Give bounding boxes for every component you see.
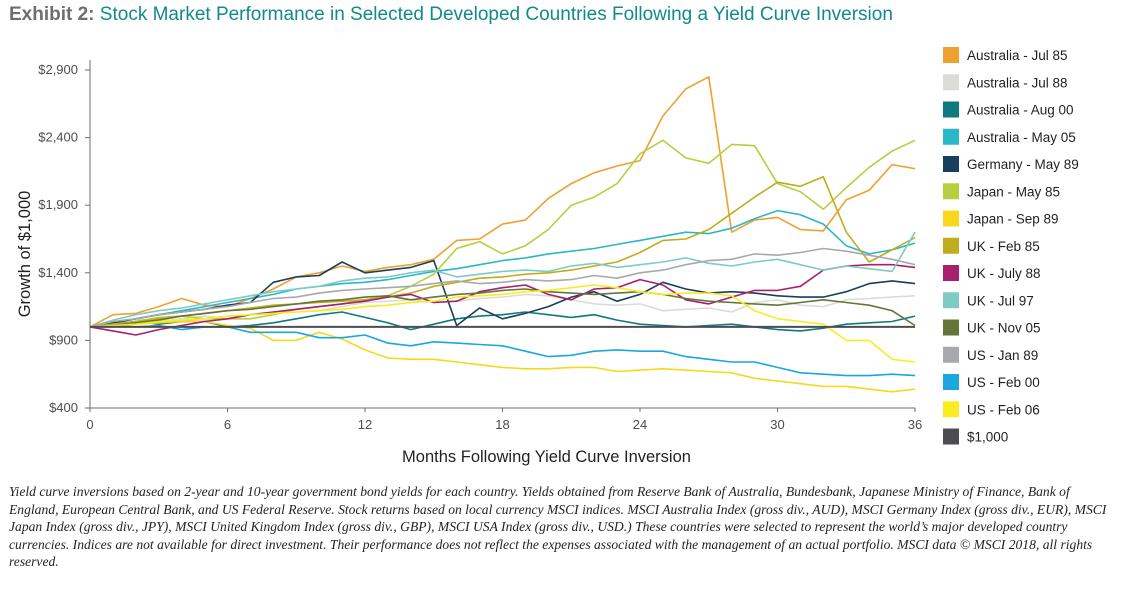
series-line-4 — [89, 259, 916, 328]
chart-title: Exhibit 2: Stock Market Performance in S… — [9, 4, 893, 26]
x-axis-title: Months Following Yield Curve Inversion — [402, 448, 691, 466]
series-line-5 — [89, 139, 916, 328]
x-tick-label: 36 — [908, 417, 922, 432]
axes: $400 $900 $1,400 $1,900 $2,400 $2,900 0 6 12 18 24… — [16, 60, 922, 466]
title-text: Stock Market Performance in Selected Dev… — [99, 4, 893, 25]
x-tick-label: 18 — [495, 417, 509, 432]
legend-label: UK - Nov 05 — [967, 321, 1041, 336]
line-chart: $400 $900 $1,400 $1,900 $2,400 $2,900 0 6 12 18 24… — [16, 47, 1079, 466]
series-line-2 — [89, 311, 916, 332]
legend-swatch — [943, 346, 959, 363]
footnote: Yield curve inversions based on 2-year a… — [9, 484, 1107, 569]
legend-swatch — [943, 401, 959, 418]
x-tick-label: 12 — [358, 417, 372, 432]
series-line-1 — [89, 293, 916, 328]
legend-label: Australia - May 05 — [967, 130, 1076, 145]
series-line-0 — [89, 76, 916, 328]
y-tick-label: $1,900 — [38, 197, 78, 212]
y-tick-label: $1,400 — [38, 265, 78, 280]
legend-swatch — [943, 47, 959, 63]
legend-swatch — [943, 156, 959, 172]
x-tick-label: 6 — [224, 417, 231, 432]
legend-label: UK - Feb 85 — [967, 239, 1040, 254]
legend-swatch — [943, 128, 959, 145]
legend-swatch — [943, 101, 959, 118]
plot-area — [89, 76, 916, 393]
legend-label: US - Feb 00 — [967, 375, 1040, 390]
legend-swatch — [943, 74, 959, 91]
legend-swatch — [943, 183, 959, 200]
legend-label: Australia - Jul 85 — [967, 48, 1068, 63]
x-tick-label: 24 — [633, 417, 647, 432]
legend-swatch — [943, 319, 959, 336]
legend-label: Australia - Aug 00 — [967, 103, 1074, 118]
series-line-8 — [89, 263, 916, 336]
legend-swatch — [943, 210, 959, 227]
legend: Australia - Jul 85 Australia - Jul 88 Aust… — [943, 47, 1079, 445]
legend-label: US - Jan 89 — [967, 348, 1038, 363]
legend-label: Japan - May 85 — [967, 184, 1060, 199]
exhibit-label: Exhibit 2: — [9, 4, 95, 25]
x-tick-label: 30 — [770, 417, 784, 432]
y-tick-label: $2,400 — [38, 130, 78, 145]
legend-swatch — [943, 292, 959, 309]
legend-swatch — [943, 265, 959, 281]
legend-swatch — [943, 374, 959, 390]
series-line-3 — [89, 209, 916, 328]
y-tick-label: $400 — [49, 400, 78, 415]
series-line-11 — [89, 247, 916, 328]
y-tick-label: $900 — [49, 332, 78, 347]
legend-label: US - Feb 06 — [967, 402, 1040, 417]
legend-label: $1,000 — [967, 430, 1008, 445]
legend-label: UK - Jul 97 — [967, 293, 1034, 308]
series-line-13 — [89, 284, 916, 363]
y-axis-title: Growth of $1,000 — [16, 191, 34, 318]
y-tick-label: $2,900 — [38, 62, 78, 77]
legend-label: Australia - Jul 88 — [967, 75, 1068, 90]
series-line-6 — [89, 320, 916, 393]
series-line-9 — [89, 231, 916, 328]
legend-swatch — [943, 237, 959, 254]
legend-label: Germany - May 89 — [967, 157, 1079, 172]
series-line-10 — [89, 288, 916, 328]
legend-label: Japan - Sep 89 — [967, 212, 1059, 227]
x-tick-label: 0 — [86, 417, 93, 432]
legend-label: UK - July 88 — [967, 266, 1041, 281]
legend-swatch — [943, 428, 959, 445]
